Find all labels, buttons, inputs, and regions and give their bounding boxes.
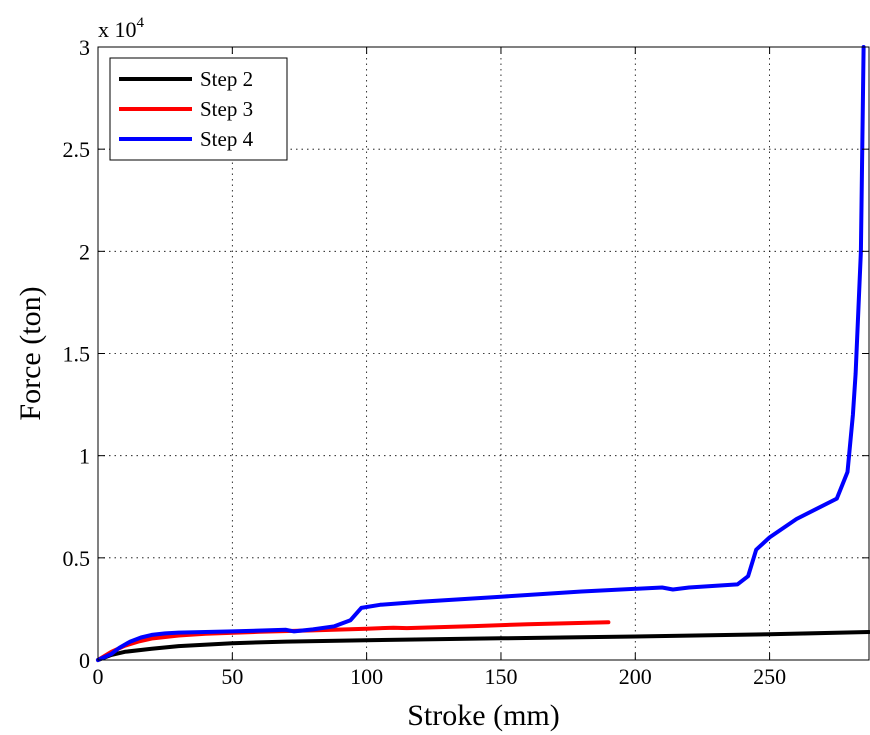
x-tick-label: 50 [221, 664, 243, 689]
y-tick-label: 1 [79, 444, 90, 469]
axis-ticks: 0 50 100 150 200 250 0 0.5 1 1.5 2 2.5 3 [63, 35, 869, 689]
series-line-4 [96, 45, 866, 662]
series-line-2 [96, 630, 870, 662]
legend-label-4: Step 4 [200, 127, 254, 151]
y-tick-label: 2 [79, 239, 90, 264]
y-axis-label: Force (ton) [14, 286, 47, 420]
x-tick-label: 100 [350, 664, 383, 689]
y-multiplier-base: x 10 [98, 17, 137, 42]
x-tick-label: 200 [619, 664, 652, 689]
x-axis-label: Stroke (mm) [407, 699, 559, 732]
x-tick-label: 150 [484, 664, 517, 689]
y-tick-label: 0 [79, 648, 90, 673]
x-tick-label: 0 [93, 664, 104, 689]
legend-label-2: Step 2 [200, 67, 253, 91]
y-tick-label: 1.5 [63, 342, 91, 367]
y-tick-label: 3 [79, 35, 90, 60]
y-multiplier-exponent: 4 [137, 15, 145, 31]
y-multiplier-label: x 104 [98, 15, 145, 42]
series-layer [96, 45, 870, 662]
y-tick-label: 0.5 [63, 546, 91, 571]
y-tick-label: 2.5 [63, 137, 91, 162]
legend-label-3: Step 3 [200, 97, 253, 121]
legend: Step 2 Step 3 Step 4 [109, 57, 288, 161]
x-tick-label: 250 [753, 664, 786, 689]
grid-lines [98, 47, 869, 660]
